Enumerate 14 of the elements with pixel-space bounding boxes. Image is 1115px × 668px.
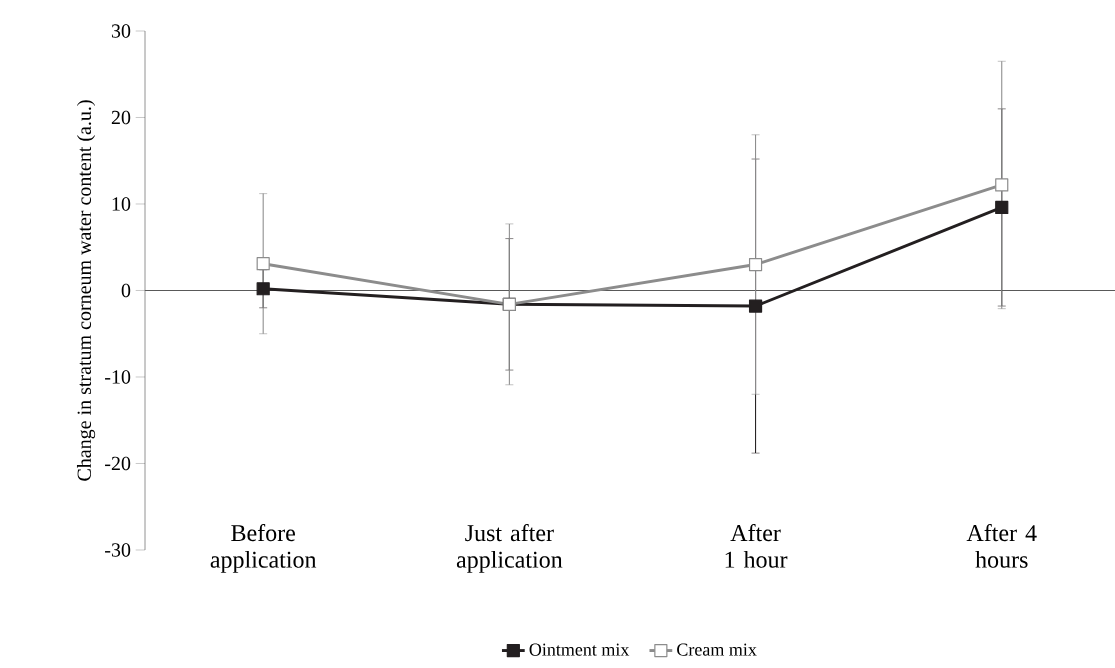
x-tick-label: After 4 hours — [966, 524, 1037, 568]
y-tick-label: 10 — [112, 197, 131, 211]
y-axis-title: Change in stratum corneum water content (a.u.) — [76, 100, 96, 481]
y-tick-label: 20 — [111, 110, 131, 125]
y-tick-label: 0 — [121, 283, 131, 298]
y-tick-label: 30 — [111, 24, 131, 38]
legend-label: Ointment mix — [529, 643, 630, 656]
y-tick-label: -20 — [105, 456, 131, 471]
y-tick-label: -30 — [105, 543, 131, 557]
x-tick-label: Just after application — [456, 524, 563, 573]
x-tick-label: After 1 hour — [725, 524, 788, 568]
y-tick-label: -10 — [105, 370, 131, 384]
legend-label: Cream mix — [677, 643, 757, 656]
x-tick-label: Before application — [210, 524, 317, 573]
